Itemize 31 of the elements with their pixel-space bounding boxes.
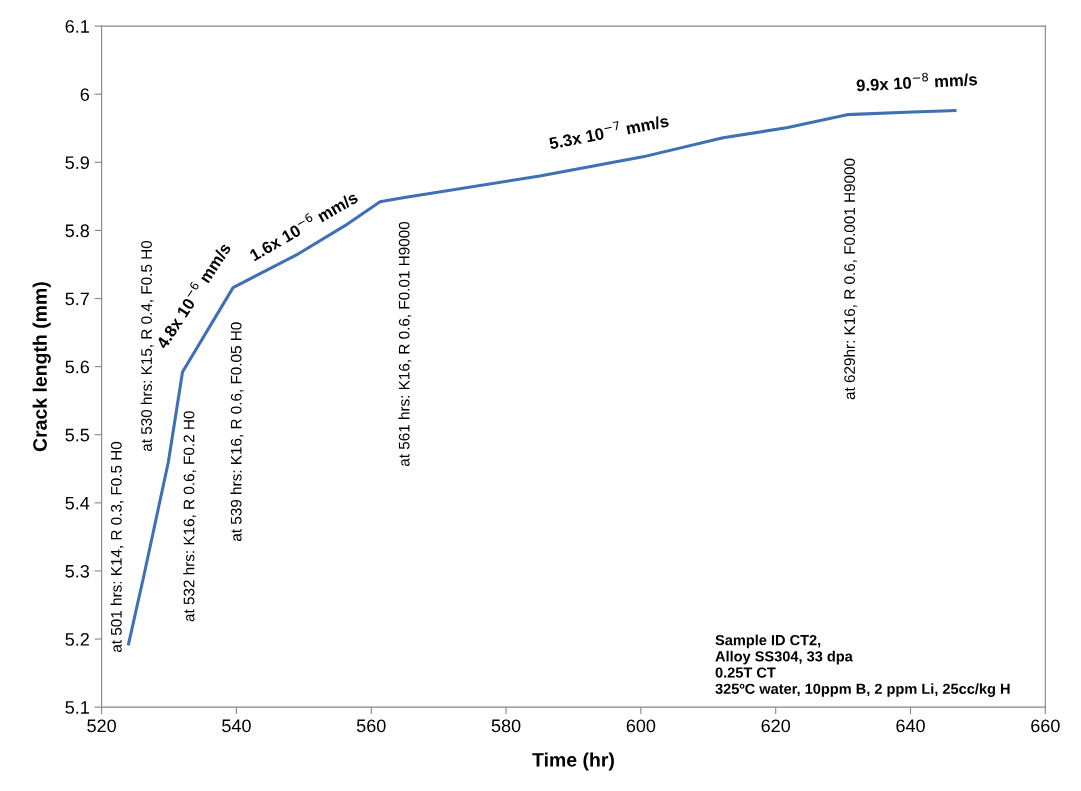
x-tick-label: 620 [761,719,791,733]
annotation: 5.3x 10$^{−7}$ mm/s [548,111,670,150]
y-tick-label: 5.8 [65,224,90,238]
y-tick-label: 5.5 [65,428,90,442]
annotation: 1.6x 10$^{−6}$ mm/s [247,188,359,262]
annotation: 9.9x 10$^{−8}$ mm/s [856,70,978,92]
y-tick-label: 5.7 [65,292,89,306]
x-tick-label: 560 [356,719,386,733]
annotation: at 539 hrs: K16, R 0.6, F0.05 H0 [230,322,244,542]
y-tick-label: 5.6 [65,360,90,374]
x-tick-label: 540 [222,719,251,733]
y-tick-label: 6 [80,88,90,101]
x-tick-label: 520 [87,719,116,733]
annotation: at 530 hrs: K15, R 0.4, F0.5 H0 [140,240,154,452]
y-tick-label: 5.1 [65,701,89,714]
annotation: at 561 hrs: K16, R 0.6, F0.01 H9000 [398,221,412,467]
y-tick-label: 5.4 [65,496,90,510]
x-tick-label: 640 [896,719,925,733]
x-tick-label: 580 [491,719,521,733]
annotation: at 629hr: K16, R 0.6, F0.001 H9000 [843,158,857,400]
annotation: Sample ID CT2, Alloy SS304, 33 dpa 0.25T CT 325ºC water, 10ppm B, 2 ppm Li, 25cc/kg H [715,634,1010,697]
y-tick-label: 5.2 [65,632,89,646]
y-axis-title: Crack length (mm) [32,282,51,452]
x-tick-label: 660 [1031,719,1060,733]
y-tick-label: 6.1 [65,20,89,33]
y-tick-label: 5.9 [65,156,89,170]
x-axis-title: Time (hr) [532,752,614,771]
x-tick-label: 600 [626,719,656,733]
annotation: at 501 hrs: K14, R 0.3, F0.5 H0 [110,441,124,653]
annotation: at 532 hrs: K16, R 0.6, F0.2 H0 [183,411,197,622]
y-tick-label: 5.3 [65,564,90,578]
